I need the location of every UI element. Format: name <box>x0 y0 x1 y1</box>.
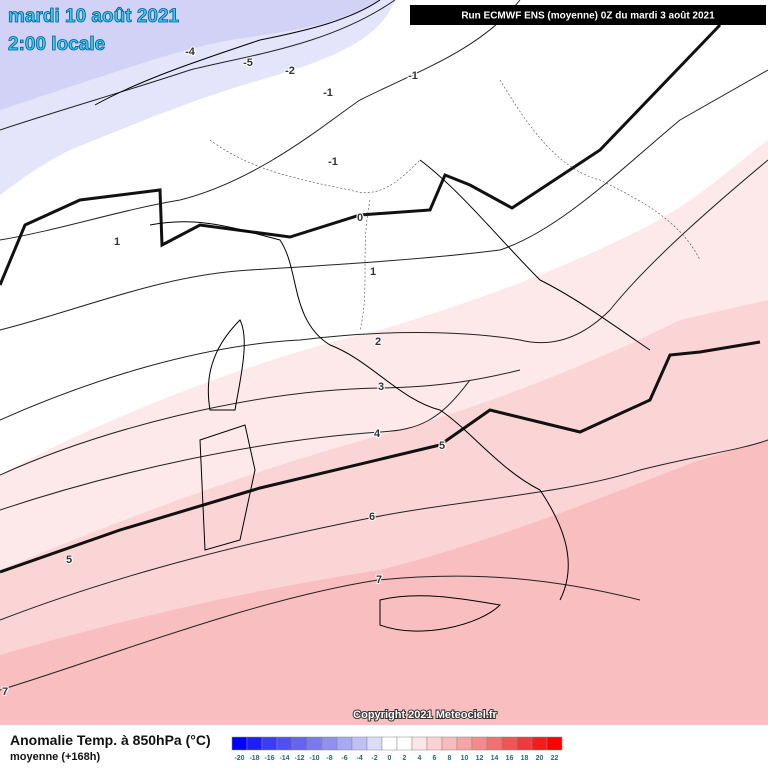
contour-line <box>0 0 396 131</box>
contour-label: -1 <box>328 156 338 168</box>
colorbar-label: -10 <box>309 755 319 762</box>
contour-line <box>0 369 521 476</box>
contour-label: -2 <box>285 65 295 77</box>
contour-label: 1 <box>114 236 120 248</box>
contour-line <box>0 575 641 691</box>
contour-line <box>0 379 471 511</box>
colorbar-label: -12 <box>294 755 304 762</box>
colorbar-label: -20 <box>234 755 244 762</box>
contour-label: -4 <box>185 46 196 58</box>
colorbar-label: 2 <box>403 755 407 762</box>
colorbar-swatch <box>486 736 503 751</box>
colorbar-label: 16 <box>506 755 514 762</box>
anomaly-band <box>0 0 380 110</box>
contour-line <box>0 159 768 421</box>
colorbar-label: -18 <box>249 755 259 762</box>
contour-label: 2 <box>375 336 381 348</box>
colorbar-swatch <box>366 736 383 751</box>
coastline <box>94 0 381 106</box>
colorbar-swatch <box>276 736 293 751</box>
anomaly-band <box>0 440 768 725</box>
colorbar-swatch <box>516 736 533 751</box>
contour-label: -5 <box>243 57 253 69</box>
contour-label: 7 <box>2 686 8 698</box>
colorbar-label: -6 <box>341 755 347 762</box>
colorbar-label: -4 <box>356 755 362 762</box>
copyright: Copyright 2021 Meteociel.fr <box>353 709 497 721</box>
colorbar-swatch <box>291 736 308 751</box>
colorbar-label: -14 <box>279 755 289 762</box>
island <box>199 424 256 551</box>
border <box>359 199 371 331</box>
island <box>379 595 502 632</box>
border <box>499 79 701 261</box>
run-banner <box>410 5 766 25</box>
colorbar-swatch <box>411 736 428 751</box>
contour-label: 3 <box>378 381 384 393</box>
border <box>209 139 421 193</box>
contour-line <box>0 0 521 241</box>
colorbar-swatch <box>546 736 563 751</box>
contour-five <box>0 340 761 574</box>
colorbar-label: -8 <box>326 755 332 762</box>
contour-line <box>0 439 768 621</box>
contour-label: 4 <box>374 428 381 440</box>
colorbar-label: 10 <box>461 755 469 762</box>
colorbar-label: 6 <box>433 755 437 762</box>
colorbar-swatch <box>246 736 263 751</box>
contour-label: -1 <box>408 70 418 82</box>
colorbar-label: 4 <box>418 755 422 762</box>
colorbar-label: 22 <box>551 755 559 762</box>
colorbar-swatch <box>336 736 353 751</box>
legend-title: Anomalie Temp. à 850hPa (°C) <box>10 732 211 748</box>
colorbar-swatch <box>351 736 368 751</box>
contours <box>0 0 768 691</box>
colorbar-label: 0 <box>388 755 392 762</box>
contour-label: 5 <box>66 554 72 566</box>
colorbar-swatch <box>426 736 443 751</box>
thick-contours <box>0 23 761 574</box>
map-subtitle: 2:00 locale <box>8 34 105 55</box>
colorbar-swatch <box>501 736 518 751</box>
colorbar-swatch <box>261 736 278 751</box>
colorbar-label: -16 <box>264 755 274 762</box>
colorbar-swatch <box>456 736 473 751</box>
colorbar-swatch <box>321 736 338 751</box>
borders <box>209 79 701 331</box>
map-title: mardi 10 août 2021 <box>8 6 180 27</box>
colorbar-swatch <box>306 736 323 751</box>
colorbar-swatch <box>381 736 398 751</box>
contour-label: 0 <box>357 212 363 224</box>
colorbar-swatch <box>531 736 548 751</box>
colorbar-label: 12 <box>476 755 484 762</box>
colorbar-swatch <box>471 736 488 751</box>
colorbar-swatch <box>441 736 458 751</box>
colorbar-label: 18 <box>521 755 529 762</box>
colorbar-swatch <box>396 736 413 751</box>
contour-label: 7 <box>376 574 382 586</box>
colorbar-swatch <box>231 736 248 751</box>
legend-subtitle: moyenne (+168h) <box>10 751 101 763</box>
coastline <box>419 159 651 351</box>
contour-label: -1 <box>323 87 333 99</box>
colorbar-label: -2 <box>371 755 377 762</box>
contour-line <box>0 69 768 331</box>
run-info: Run ECMWF ENS (moyenne) 0Z du mardi 3 ao… <box>461 11 715 22</box>
contour-zero <box>0 23 722 286</box>
contour-label: 6 <box>369 511 375 523</box>
contour-label: 5 <box>439 440 445 452</box>
contour-label: 1 <box>370 266 376 278</box>
colorbar-label: 8 <box>448 755 452 762</box>
coastlines <box>94 0 651 632</box>
island <box>207 319 245 411</box>
colorbar-label: 20 <box>536 755 544 762</box>
coastline <box>149 221 569 601</box>
colorbar-label: 14 <box>491 755 499 762</box>
